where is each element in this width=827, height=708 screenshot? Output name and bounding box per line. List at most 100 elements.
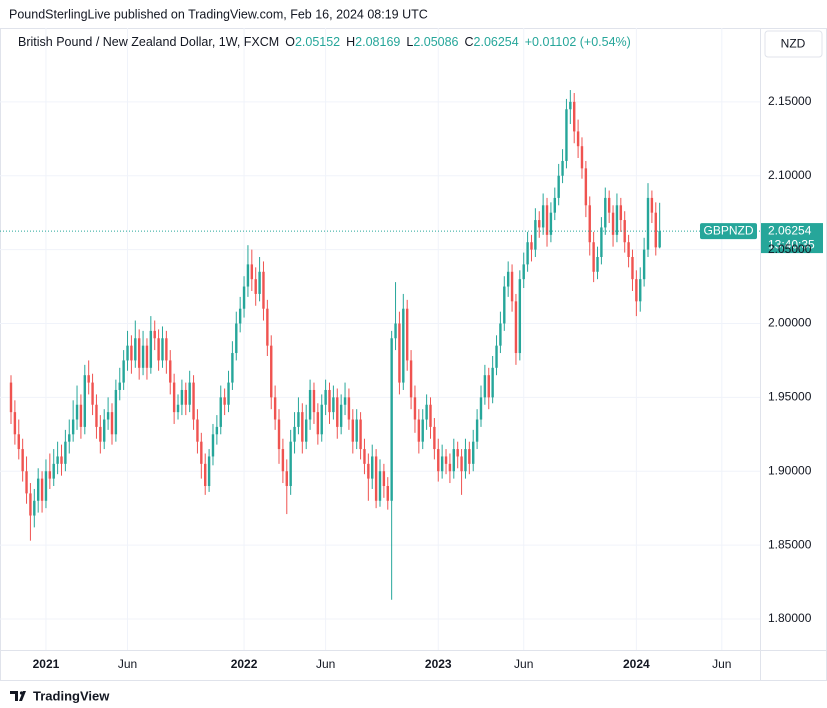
x-tick-label: Jun [712, 657, 731, 671]
candle-body [48, 471, 52, 479]
candle-body [390, 338, 393, 501]
price-tag: 2.06254 [768, 223, 812, 237]
legend-change: +0.01102 (+0.54%) [525, 35, 631, 49]
candle-body [584, 168, 588, 206]
currency-box[interactable] [764, 30, 823, 58]
candle-body [359, 419, 362, 450]
candle-body [161, 338, 164, 361]
candle-body [576, 131, 580, 147]
candle-body [223, 397, 226, 405]
candle-body [258, 271, 261, 294]
candle-body [549, 212, 553, 235]
candle-body [402, 308, 405, 383]
candle-body [475, 419, 479, 442]
candle-body [270, 345, 273, 398]
legend-o-label: O [285, 35, 295, 49]
x-tick-label: 2024 [623, 657, 650, 671]
candle-body [188, 382, 191, 405]
candle-body [363, 449, 366, 464]
candle-body [242, 286, 246, 309]
x-tick-label: 2021 [33, 657, 60, 671]
candle-body [165, 338, 168, 361]
candle-body [114, 389, 118, 435]
candle-body [134, 338, 137, 361]
currency[interactable]: NZD [781, 37, 806, 51]
logo-dot [19, 691, 24, 695]
candle-body [149, 330, 153, 368]
candle-body [281, 449, 285, 472]
candle-body [658, 231, 661, 248]
candle-body [421, 419, 424, 442]
x-tick-label: Jun [514, 657, 533, 671]
candle-body [460, 456, 463, 472]
candle-body [312, 389, 316, 413]
candle-body [211, 434, 215, 457]
candle-body [440, 456, 444, 472]
candle-body [506, 271, 510, 287]
candle-body [514, 301, 518, 354]
candle-body [332, 397, 335, 413]
legend-open: 2.05152 [295, 35, 340, 49]
candle-body [176, 404, 180, 413]
candle-body [141, 345, 145, 368]
candle-body [600, 227, 603, 258]
y-tick-label: 2.15000 [768, 94, 812, 108]
legend-low: 2.05086 [413, 35, 458, 49]
candle-body [36, 478, 40, 501]
candle-body [596, 257, 599, 272]
y-tick-label: 2.05000 [768, 242, 812, 256]
candle-body [491, 367, 494, 398]
candle-body [99, 426, 102, 442]
candle-body [9, 382, 13, 413]
legend-l-label: L [406, 35, 413, 49]
candle-body [301, 412, 304, 442]
candle-body [561, 160, 564, 176]
y-tick-label: 2.10000 [768, 168, 812, 182]
candle-body [106, 412, 110, 420]
candle-body [367, 463, 370, 479]
legend-c-label: C [465, 35, 474, 49]
candle-body [137, 338, 141, 368]
candle-body [619, 205, 623, 221]
candle-body [293, 426, 296, 442]
candle-body [386, 486, 389, 501]
tradingview-logo [10, 691, 26, 701]
candle-body [573, 101, 576, 132]
candle-body [355, 419, 358, 442]
candle-body [207, 456, 211, 487]
y-tick-label: 1.90000 [768, 463, 812, 477]
candle-body [437, 449, 440, 472]
candle-body [91, 382, 94, 405]
candle-body [553, 197, 556, 213]
candle-body [526, 242, 529, 265]
legend: British Pound / New Zealand Dollar, 1W, … [18, 35, 631, 49]
candle-body [285, 471, 288, 487]
candle-body [417, 419, 421, 442]
candle-body [130, 345, 133, 361]
candle-body [328, 389, 331, 413]
candle-body [262, 271, 265, 309]
grid [0, 28, 760, 650]
candle-body [510, 271, 514, 302]
candle-body [87, 375, 90, 383]
candle-body [273, 397, 277, 420]
candle-body [75, 404, 79, 420]
candle-body [172, 382, 176, 413]
candle-body [472, 441, 475, 464]
candle-body [29, 493, 32, 516]
candle-body [650, 197, 654, 213]
candle-body [40, 478, 44, 501]
candle-body [95, 404, 98, 427]
candle-body [483, 375, 487, 398]
candle-body [33, 500, 36, 516]
candle-body [382, 471, 386, 487]
candle-body [425, 404, 428, 420]
candle-body [169, 360, 172, 383]
candle-body [642, 249, 646, 280]
candle-body [371, 456, 374, 479]
candle-body [444, 456, 448, 464]
candle-body [153, 330, 156, 339]
candle-body [378, 471, 382, 501]
candle-body [320, 404, 323, 435]
candle-body [336, 397, 339, 427]
